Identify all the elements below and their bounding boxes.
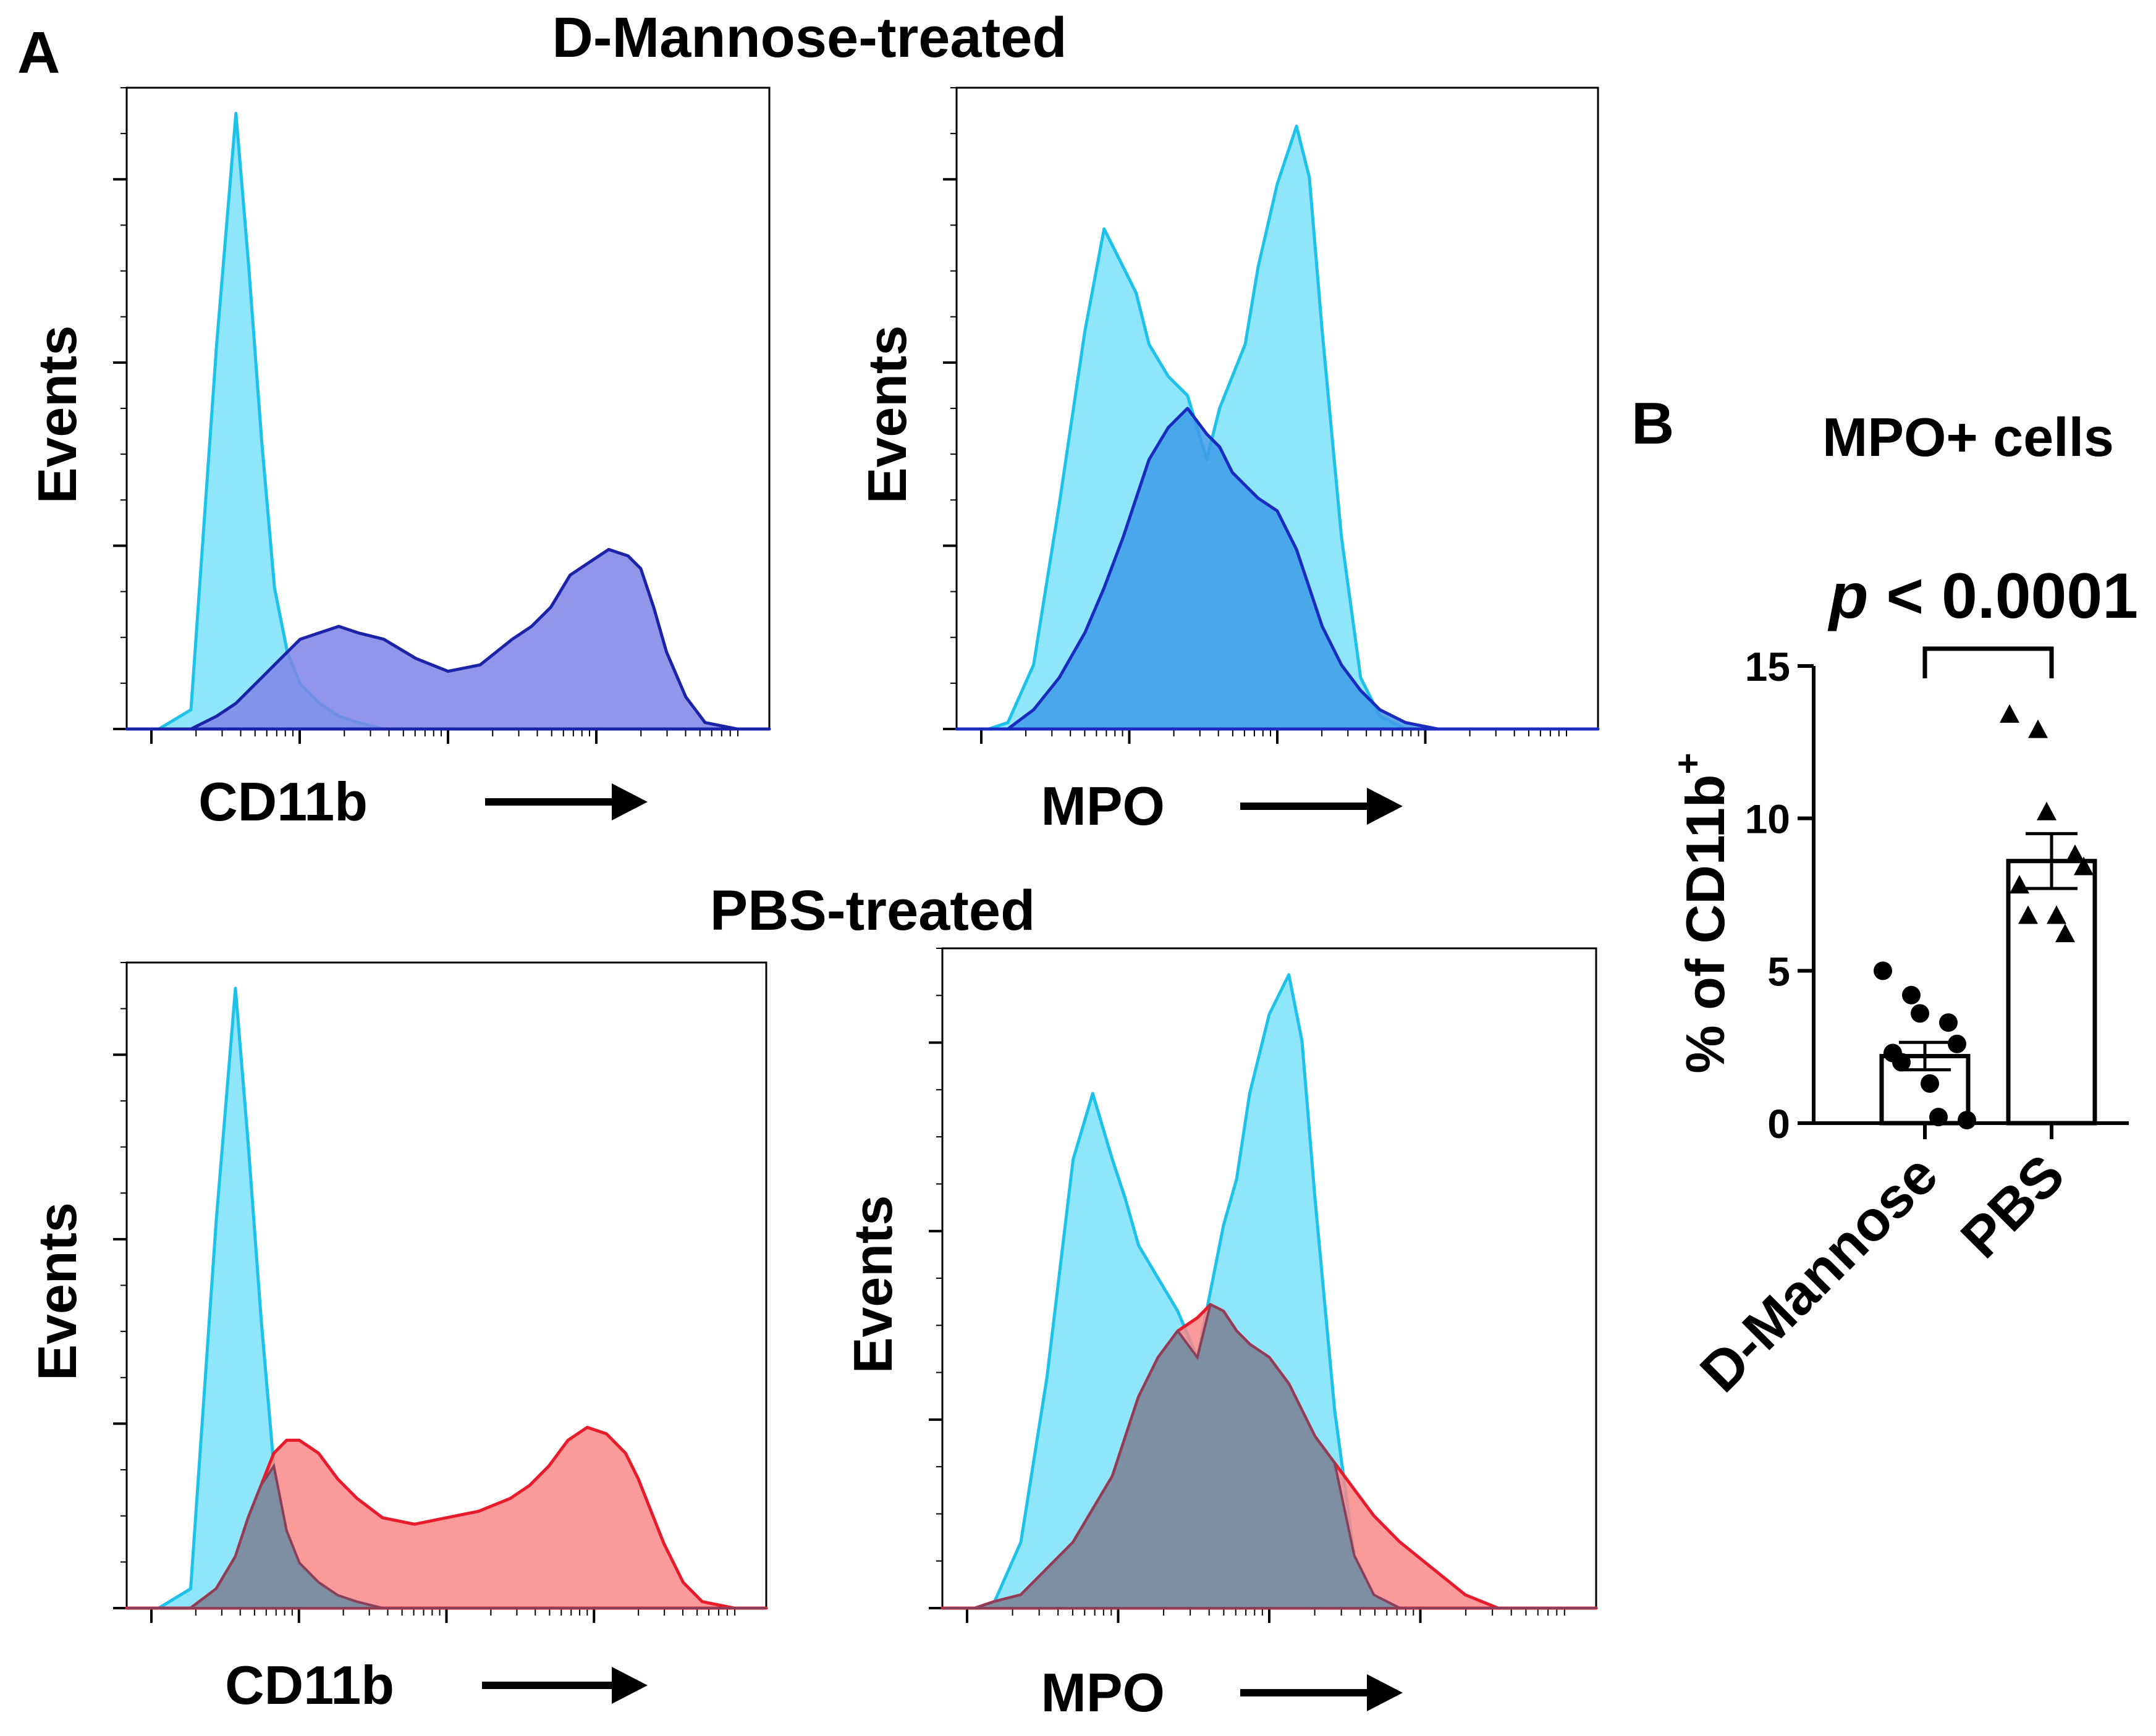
x-axis-label: CD11b [198,771,368,832]
arrow-head [1367,788,1403,825]
panel-a-letter: A [17,20,60,86]
data-point [1911,1004,1929,1023]
data-point [2018,905,2038,924]
data-point [2028,719,2048,738]
x-axis-label: MPO [1041,1662,1165,1723]
bar-y-axis-label: % of CD11b+ [1667,752,1736,1073]
data-point [2037,801,2057,820]
significance-value: < 0.0001 [1868,560,2138,632]
bar-pbs [2006,859,2097,1126]
overlap-area [942,1302,1596,1609]
bar-y-tick-label: 15 [1745,644,1790,689]
data-point [2074,856,2094,875]
significance-label: p < 0.0001 [1827,560,2138,632]
data-point [1939,1013,1958,1032]
arrow-head [612,1667,648,1704]
bar-y-axis-label-superscript: + [1667,752,1709,774]
series-d-mannose [955,407,1600,731]
data-point [2000,704,2019,723]
data-point [1958,1111,1976,1130]
data-point [1948,1034,1966,1053]
data-point [2055,924,2075,943]
x-axis-label: CD11b [225,1654,394,1716]
y-axis-label: Events [27,1202,88,1381]
top-row-title: D-Mannose-treated [552,6,1067,69]
bar-chart-title: MPO+ cells [1822,407,2114,468]
y-axis-label: Events [856,326,918,504]
data-point [1902,985,1921,1005]
bar-y-tick-label: 5 [1767,948,1790,994]
bar-chart: MPO+ cells 0 5 10 15 % of CD11b+ D-Mannose PBS p… [1667,407,2138,1404]
significance-bracket [1922,646,2054,678]
panel-b-letter: B [1631,390,1674,457]
data-point [1892,1053,1911,1072]
bar-category-label: PBS [1949,1143,2076,1270]
bottom-row-title: PBS-treated [710,879,1036,942]
histogram-dm-mpo: Events MPO [856,86,1600,836]
overlap-area [127,1462,766,1609]
significance-p: p [1827,560,1869,632]
data-point [2047,905,2066,924]
histogram-pbs-cd11b: Events CD11b [27,961,768,1716]
histogram-dm-cd11b: Events CD11b [27,86,771,832]
data-point [1929,1108,1948,1127]
y-axis-label: Events [27,326,88,504]
arrow-head [612,783,648,820]
data-point [2065,844,2085,863]
series-control [125,987,768,1610]
series-control [125,112,771,731]
bar-y-tick-label: 10 [1745,796,1790,842]
data-point [2010,875,2029,894]
y-axis-label: Events [842,1195,903,1374]
histogram-pbs-mpo: Events MPO [842,947,1598,1723]
data-point [1874,961,1892,980]
arrow-head [1367,1674,1403,1711]
x-axis-label: MPO [1041,775,1165,836]
series-d-mannose [125,547,771,731]
bar-category-label: D-Mannose [1688,1143,1950,1404]
bar-y-tick-label: 0 [1767,1101,1790,1147]
data-point [1921,1074,1939,1093]
